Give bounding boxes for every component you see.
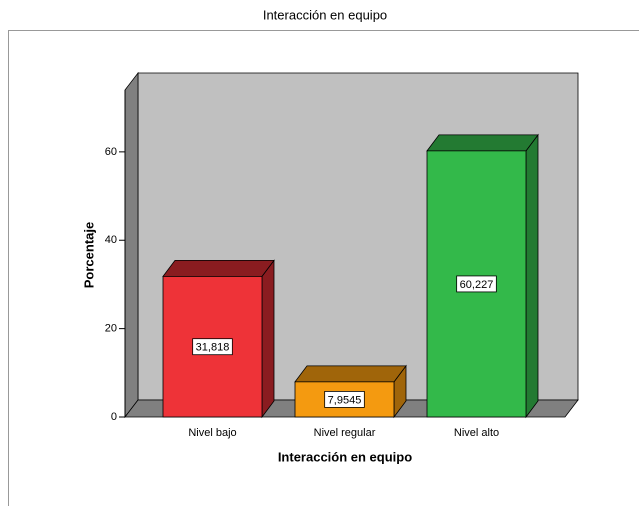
chart-title: Interacción en equipo: [263, 7, 387, 22]
bar-top: [426, 134, 539, 152]
x-axis-title: Interacción en equipo: [278, 449, 412, 464]
y-tick-label: 0: [111, 411, 117, 423]
value-label: 7,9545: [328, 394, 362, 406]
bar-side: [261, 259, 275, 419]
y-tick-label: 60: [105, 146, 117, 158]
x-tick-label: Nivel bajo: [188, 427, 236, 439]
bar-top: [162, 259, 275, 277]
x-tick-label: Nivel regular: [314, 427, 376, 439]
value-label-box: [324, 391, 365, 408]
value-label: 31,818: [196, 342, 230, 354]
y-tick-label: 20: [105, 323, 117, 335]
bar-side: [525, 133, 539, 419]
y-axis-title: Porcentaje: [81, 222, 96, 288]
bar-top: [294, 365, 407, 383]
value-label: 60,227: [460, 279, 494, 291]
x-tick-label: Nivel alto: [454, 427, 499, 439]
value-label-box: [456, 275, 497, 293]
y-tick-label: 40: [105, 234, 117, 246]
side-wall: [124, 71, 139, 419]
value-label-box: [192, 338, 233, 356]
